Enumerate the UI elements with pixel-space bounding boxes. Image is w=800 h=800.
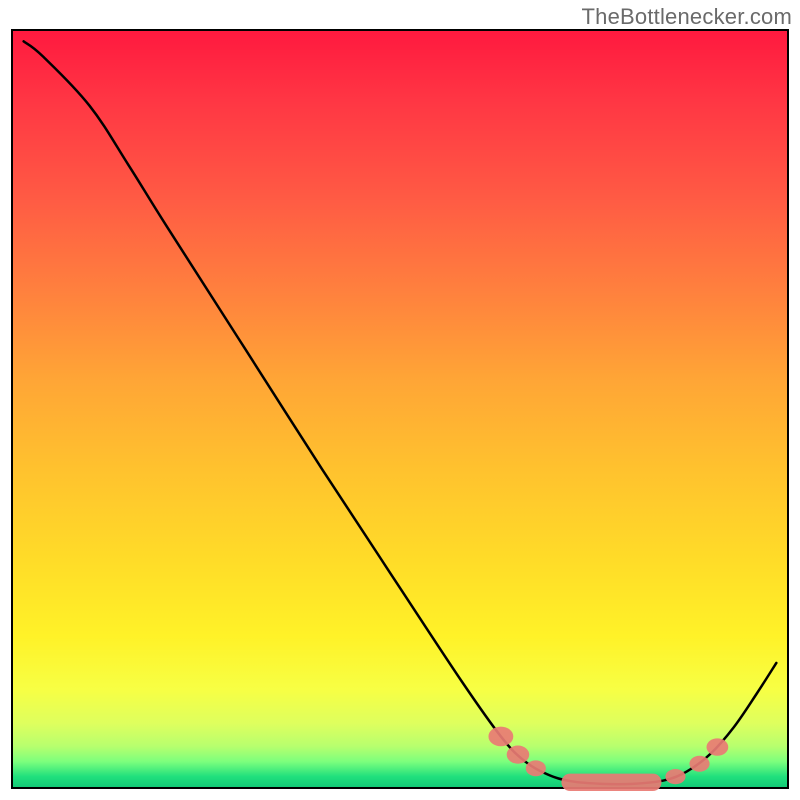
watermark-text: TheBottlenecker.com [582,4,792,30]
marker-dot [488,727,513,747]
marker-dot [689,756,709,772]
plot-background [12,30,788,788]
marker-dot [507,746,530,764]
chart-container: TheBottlenecker.com [0,0,800,800]
marker-bar [561,774,661,791]
bottleneck-curve-chart [0,0,800,800]
marker-dot [707,738,729,755]
marker-dot [526,760,546,776]
marker-dot [665,769,685,784]
